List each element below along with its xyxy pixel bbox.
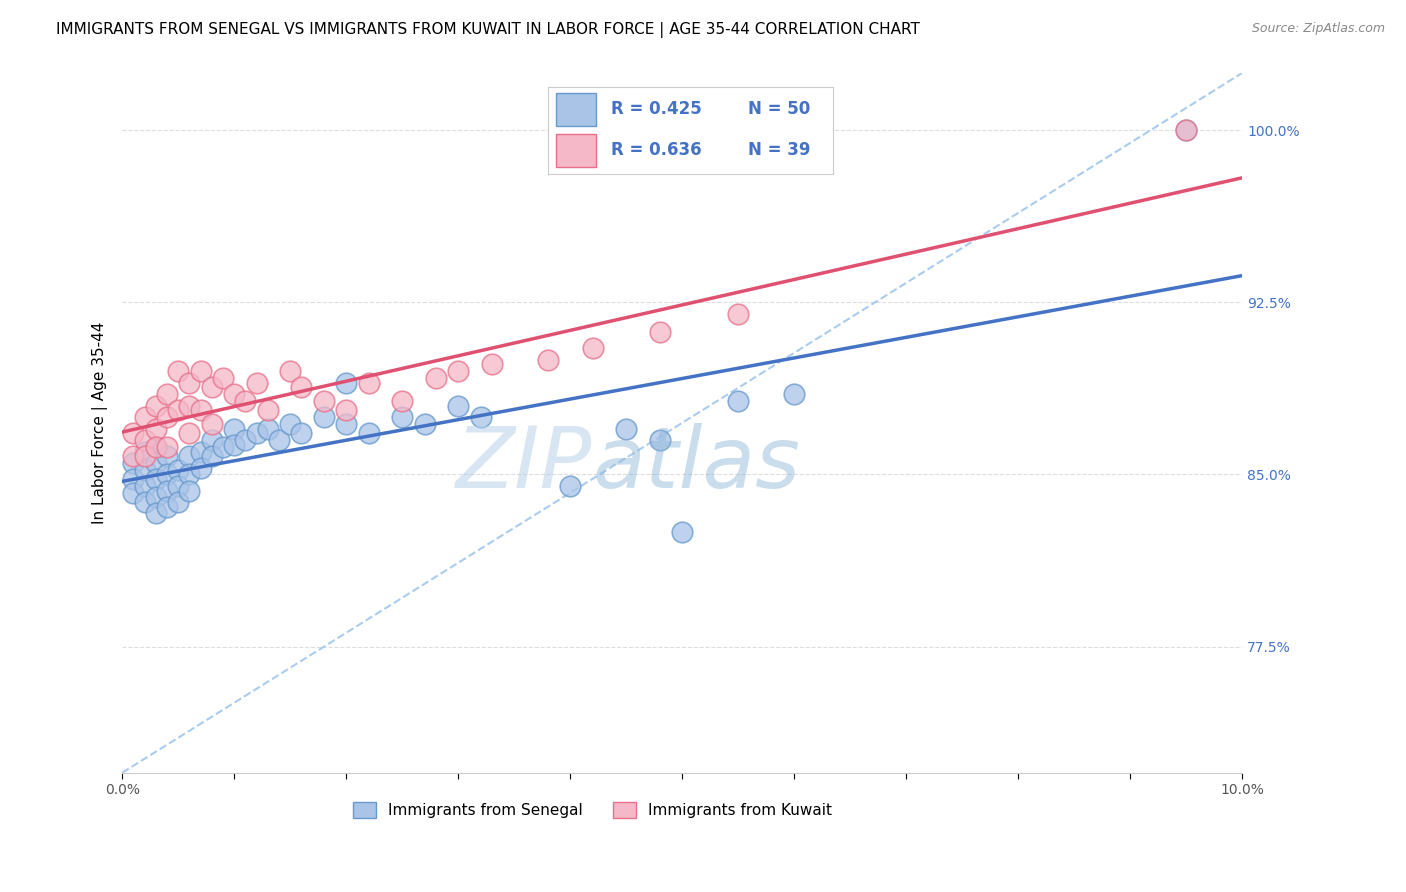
Point (235, 394, 257, 409)
Point (167, 479, 190, 493)
Text: atlas: atlas (592, 424, 800, 507)
Point (212, 371, 235, 385)
Point (156, 410, 179, 425)
Point (783, 387, 806, 401)
Point (134, 449, 156, 463)
Point (201, 380, 224, 394)
Point (391, 410, 413, 425)
Point (201, 449, 224, 463)
Point (167, 364, 190, 378)
Point (425, 371, 447, 385)
Point (156, 483, 179, 498)
Point (190, 403, 212, 417)
Text: IMMIGRANTS FROM SENEGAL VS IMMIGRANTS FROM KUWAIT IN LABOR FORCE | AGE 35-44 COR: IMMIGRANTS FROM SENEGAL VS IMMIGRANTS FR… (56, 22, 920, 38)
Point (267, 433, 290, 447)
Text: Source: ZipAtlas.com: Source: ZipAtlas.com (1251, 22, 1385, 36)
Point (167, 403, 190, 417)
Point (447, 364, 470, 378)
Point (235, 433, 257, 447)
Point (179, 467, 201, 482)
Point (727, 394, 749, 409)
Point (648, 325, 671, 339)
Point (122, 472, 145, 486)
Point (335, 376, 357, 390)
Point (134, 433, 156, 447)
Point (290, 380, 312, 394)
Point (560, 479, 582, 493)
Point (1175, 123, 1198, 137)
Point (357, 426, 380, 441)
Point (246, 376, 269, 390)
Point (671, 524, 693, 539)
Legend: Immigrants from Senegal, Immigrants from Kuwait: Immigrants from Senegal, Immigrants from… (347, 797, 838, 824)
Point (648, 433, 671, 447)
Point (134, 495, 156, 509)
Point (179, 449, 201, 463)
Point (134, 463, 156, 477)
Point (537, 352, 560, 367)
Point (145, 491, 167, 505)
Point (224, 421, 246, 435)
Text: ZIP: ZIP (457, 424, 592, 507)
Point (312, 394, 335, 409)
Point (335, 417, 357, 431)
Point (190, 364, 212, 378)
Point (1175, 123, 1198, 137)
Point (470, 410, 492, 425)
Point (190, 460, 212, 475)
Point (256, 403, 278, 417)
Point (122, 486, 145, 500)
Y-axis label: In Labor Force | Age 35-44: In Labor Force | Age 35-44 (93, 322, 108, 524)
Point (481, 357, 503, 371)
Point (145, 421, 167, 435)
Point (156, 387, 179, 401)
Point (122, 426, 145, 441)
Point (122, 449, 145, 463)
Point (167, 463, 190, 477)
Point (145, 507, 167, 521)
Point (413, 417, 436, 431)
Point (278, 364, 301, 378)
Point (212, 440, 235, 454)
Point (312, 410, 335, 425)
Point (145, 399, 167, 413)
Point (246, 426, 269, 441)
Point (145, 440, 167, 454)
Point (335, 403, 357, 417)
Point (357, 376, 380, 390)
Point (156, 467, 179, 482)
Point (145, 440, 167, 454)
Point (145, 472, 167, 486)
Point (179, 426, 201, 441)
Point (179, 483, 201, 498)
Point (224, 387, 246, 401)
Point (134, 479, 156, 493)
Point (134, 410, 156, 425)
Point (391, 394, 413, 409)
Point (201, 417, 224, 431)
Point (614, 421, 637, 435)
Point (134, 444, 156, 458)
Point (122, 456, 145, 470)
Point (156, 500, 179, 514)
Point (447, 399, 470, 413)
Point (727, 307, 749, 321)
Point (224, 437, 246, 451)
Point (179, 399, 201, 413)
Point (278, 417, 301, 431)
Point (201, 433, 224, 447)
Point (581, 341, 603, 355)
Point (145, 456, 167, 470)
Point (156, 440, 179, 454)
Point (156, 449, 179, 463)
Point (290, 426, 312, 441)
Point (179, 376, 201, 390)
Point (256, 421, 278, 435)
Point (167, 495, 190, 509)
Point (190, 444, 212, 458)
